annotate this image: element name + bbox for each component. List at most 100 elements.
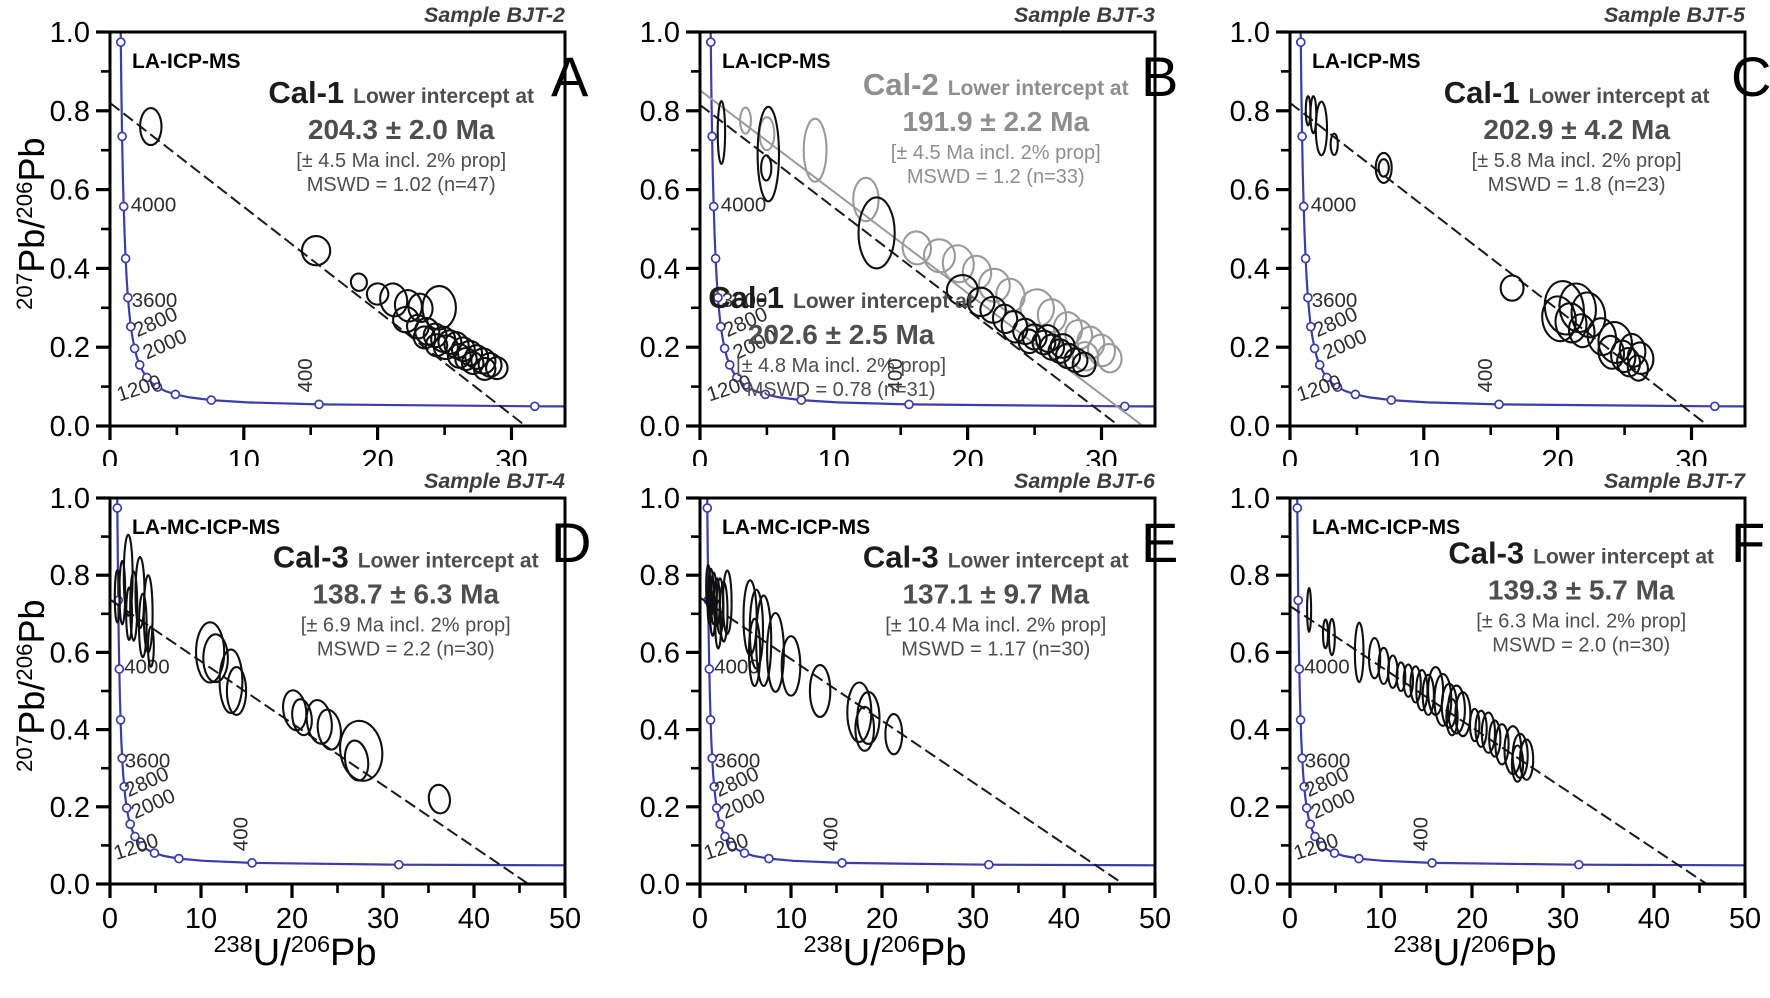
annotation-age: 202.6 ± 2.5 Ma xyxy=(748,319,935,350)
concordia-age-marker xyxy=(314,399,324,410)
concordia-age-marker xyxy=(1299,781,1310,792)
concordia-age-marker xyxy=(114,664,125,674)
y-tick-label: 0.4 xyxy=(50,253,90,285)
concordia-age-marker xyxy=(119,781,130,792)
concordia-age-marker xyxy=(1386,395,1397,405)
error-ellipse xyxy=(1017,328,1041,355)
concordia-age-marker xyxy=(1295,715,1306,725)
y-tick-label: 0.2 xyxy=(1230,792,1270,824)
panel-f: 4000 3600 2800 2000 1200 400 0 10 20 30 40 50 0.0 0.2… xyxy=(1180,466,1770,998)
sample-title: Sample BJT-4 xyxy=(424,469,565,493)
concordia-age-marker xyxy=(719,343,730,354)
error-ellipse xyxy=(1518,738,1535,781)
error-ellipse xyxy=(852,176,880,223)
y-tick-label: 0.6 xyxy=(1230,637,1270,669)
x-tick-label: 0 xyxy=(692,445,708,466)
annotation-tail: Lower intercept at xyxy=(353,85,534,108)
error-ellipse xyxy=(1000,309,1029,344)
error-ellipse xyxy=(137,592,148,659)
concordia-age-label: 1200 xyxy=(1294,370,1344,406)
annotation-bracket: [± 6.9 Ma incl. 2% prop] xyxy=(301,614,511,636)
error-ellipse xyxy=(1329,132,1339,156)
error-ellipse xyxy=(470,347,497,375)
error-ellipse xyxy=(1012,317,1039,346)
annotation-cal-name: Cal-1 xyxy=(708,280,784,315)
concordia-age-marker xyxy=(206,395,217,405)
y-tick-label: 1.0 xyxy=(640,483,680,515)
annotation-cal-name: Cal-1 xyxy=(1444,75,1520,110)
concordia-age-marker xyxy=(704,664,715,674)
concordia-age-marker xyxy=(1293,595,1304,606)
concordia-age-marker xyxy=(117,131,127,142)
annotation-cal-name: Cal-3 xyxy=(273,539,349,574)
sample-title: Sample BJT-6 xyxy=(1014,469,1156,493)
concordia-curve xyxy=(709,32,1155,408)
panel-e: 4000 3600 2800 2000 1200 400 0 10 20 30 40 50 0.0 0.2… xyxy=(590,466,1180,998)
concordia-age-marker xyxy=(705,715,716,725)
y-tick-label: 0.0 xyxy=(640,411,680,443)
concordia-age-marker xyxy=(1303,292,1313,303)
concordia-age-label: 400 xyxy=(1409,817,1432,851)
concordia-curve xyxy=(116,498,565,867)
x-tick-label: 0 xyxy=(102,445,118,466)
error-ellipse xyxy=(780,635,802,697)
concordia-age-label: 400 xyxy=(884,358,907,392)
isotope-superscript: 238 xyxy=(1393,931,1433,958)
x-tick-label: 10 xyxy=(775,903,807,935)
x-tick-label: 40 xyxy=(1048,903,1080,935)
concordia-age-marker xyxy=(141,372,152,383)
error-ellipse xyxy=(365,282,390,306)
concordia-age-marker xyxy=(731,372,742,383)
concordia-age-marker xyxy=(1332,382,1343,392)
annotation-mswd: MSWD = 2.2 (n=30) xyxy=(317,638,495,660)
x-tick-label: 50 xyxy=(1729,903,1761,935)
annotation-tail: Lower intercept at xyxy=(948,77,1129,100)
y-tick-label: 1.0 xyxy=(1230,17,1270,49)
concordia-age-marker xyxy=(125,819,136,830)
error-ellipse xyxy=(139,107,163,147)
concordia-age-marker xyxy=(1298,201,1309,212)
concordia-age-marker xyxy=(1427,858,1437,868)
concordia-age-marker xyxy=(1329,848,1340,858)
sample-title: Sample BJT-2 xyxy=(424,3,565,27)
concordia-age-marker xyxy=(702,503,713,513)
concordia-age-marker xyxy=(137,841,148,851)
error-ellipse xyxy=(194,621,226,684)
error-ellipse xyxy=(802,117,828,183)
isotope-superscript: 238 xyxy=(213,931,253,958)
error-ellipse xyxy=(414,317,441,346)
y-tick-label: 0.6 xyxy=(50,637,90,669)
concordia-age-marker xyxy=(1294,664,1305,674)
error-ellipse xyxy=(756,105,781,203)
error-ellipse xyxy=(1499,274,1525,302)
concordia-age-marker xyxy=(739,848,750,858)
error-ellipse xyxy=(1480,711,1497,754)
annotation-bracket: [± 6.3 Ma incl. 2% prop] xyxy=(1476,611,1686,633)
concordia-curve xyxy=(706,498,1155,867)
error-ellipse xyxy=(422,322,448,349)
annotation-header: Cal-3 Lower intercept at xyxy=(863,539,1129,574)
concordia-age-marker xyxy=(1295,37,1306,48)
annotation-bracket: [± 4.5 Ma incl. 2% prop] xyxy=(891,142,1101,164)
y-tick-label: 0.6 xyxy=(1230,175,1270,207)
error-ellipse xyxy=(716,99,727,166)
y-tick-label: 0.4 xyxy=(50,715,90,747)
concordia-age-marker xyxy=(713,292,723,303)
x-tick-label: 20 xyxy=(361,445,393,466)
x-tick-label: 10 xyxy=(818,445,850,466)
concordia-age-marker xyxy=(724,360,735,370)
annotation-tail: Lower intercept at xyxy=(1529,85,1710,108)
annotation-mswd: MSWD = 1.2 (n=33) xyxy=(907,166,1085,188)
concordia-age-label: 3600 xyxy=(1305,749,1351,772)
y-tick-label: 0.2 xyxy=(640,792,680,824)
panel-letter: E xyxy=(1141,511,1178,574)
annotation-bracket: [± 4.5 Ma incl. 2% prop] xyxy=(296,150,506,172)
y-tick-label: 1.0 xyxy=(640,17,680,49)
concordia-age-marker xyxy=(1350,389,1361,400)
concordia-age-marker xyxy=(709,781,720,792)
discordia-line xyxy=(1290,102,1710,426)
concordia-age-marker xyxy=(1119,401,1130,412)
